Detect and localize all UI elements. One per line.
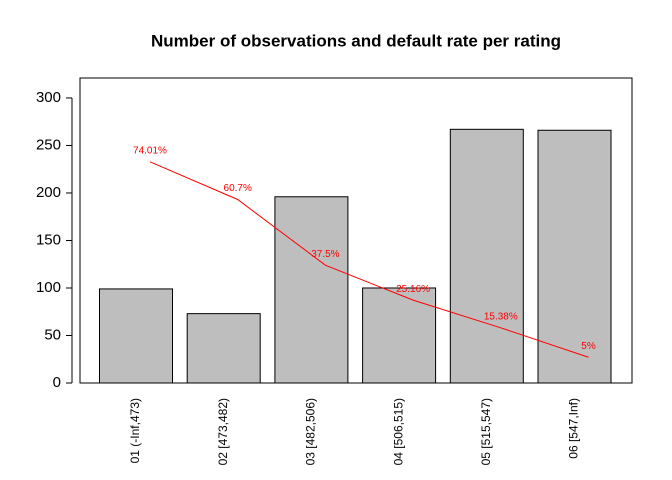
y-tick-label: 100: [36, 279, 61, 296]
x-tick-label: 03 [482,506): [304, 398, 318, 465]
x-tick-label: 06 [547,Inf): [567, 398, 581, 459]
value-label: 37.5%: [311, 249, 339, 260]
bar: [449, 128, 524, 384]
x-tick-label: 01 (-Inf,473): [128, 398, 142, 463]
y-tick-label: 150: [36, 231, 61, 248]
bar: [99, 288, 173, 384]
x-tick-label: 05 [515,547): [479, 398, 493, 465]
value-label: 5%: [581, 341, 596, 352]
value-label: 15.38%: [484, 311, 518, 322]
value-label: 74.01%: [133, 145, 167, 156]
bar: [537, 129, 612, 384]
chart-title: Number of observations and default rate …: [151, 31, 561, 50]
bar: [274, 196, 349, 384]
bar: [186, 313, 261, 384]
value-label: 25.16%: [396, 284, 430, 295]
rate-line: [149, 161, 589, 358]
x-tick-label: 04 [506,515): [391, 398, 405, 465]
value-label: 60.7%: [224, 183, 252, 194]
y-tick-label: 200: [36, 184, 61, 201]
y-tick-label: 300: [36, 89, 61, 106]
y-tick-label: 250: [36, 136, 61, 153]
bar: [362, 287, 437, 384]
x-tick-label: 02 [473,482): [216, 398, 230, 465]
plot-box: [79, 77, 633, 384]
y-tick-label: 50: [44, 326, 61, 343]
y-tick-label: 0: [53, 374, 61, 391]
